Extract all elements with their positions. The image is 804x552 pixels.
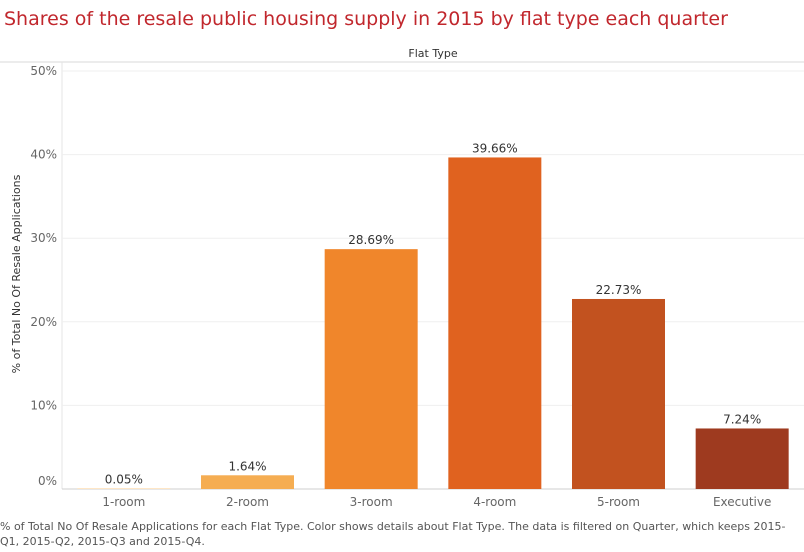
y-tick-label: 0% (38, 474, 57, 488)
bar-4-room[interactable] (448, 157, 542, 490)
data-label-2-room: 1.64% (228, 459, 266, 473)
x-axis-categories: 1-room 2-room 3-room 4-room 5-room Executive (102, 495, 771, 509)
x-category-label: Executive (713, 495, 771, 509)
y-axis-label: % of Total No Of Resale Applications (10, 174, 23, 373)
y-tick-label: 10% (30, 398, 57, 412)
bar-3-room[interactable] (324, 249, 418, 489)
y-tick-label: 20% (30, 315, 57, 329)
bar-5-room[interactable] (572, 298, 665, 489)
x-category-label: 1-room (102, 495, 145, 509)
x-category-label: 3-room (350, 495, 393, 509)
y-tick-label: 50% (30, 64, 57, 78)
y-tick-label: 40% (30, 148, 57, 162)
y-tick-label: 30% (30, 231, 57, 245)
bar-2-room[interactable] (201, 475, 294, 489)
data-label-4-room: 39.66% (472, 141, 518, 155)
bars: 0.05% 1.64% 28.69% 39.66% 22.73% 7.24% (77, 141, 789, 490)
x-category-label: 2-room (226, 495, 269, 509)
data-label-1-room: 0.05% (105, 472, 143, 486)
data-label-5-room: 22.73% (596, 283, 642, 297)
bar-1-room[interactable] (77, 488, 171, 489)
x-category-label: 4-room (473, 495, 516, 509)
chart-caption: % of Total No Of Resale Applications for… (0, 520, 786, 548)
y-axis-ticks: 0% 10% 20% 30% 40% 50% (30, 64, 57, 488)
data-label-executive: 7.24% (723, 412, 761, 426)
x-category-label: 5-room (597, 495, 640, 509)
data-label-3-room: 28.69% (348, 233, 394, 247)
gridlines (0, 61, 804, 490)
bar-executive[interactable] (695, 428, 789, 489)
chart-title: Shares of the resale public housing supp… (4, 8, 728, 30)
column-header: Flat Type (408, 47, 457, 60)
